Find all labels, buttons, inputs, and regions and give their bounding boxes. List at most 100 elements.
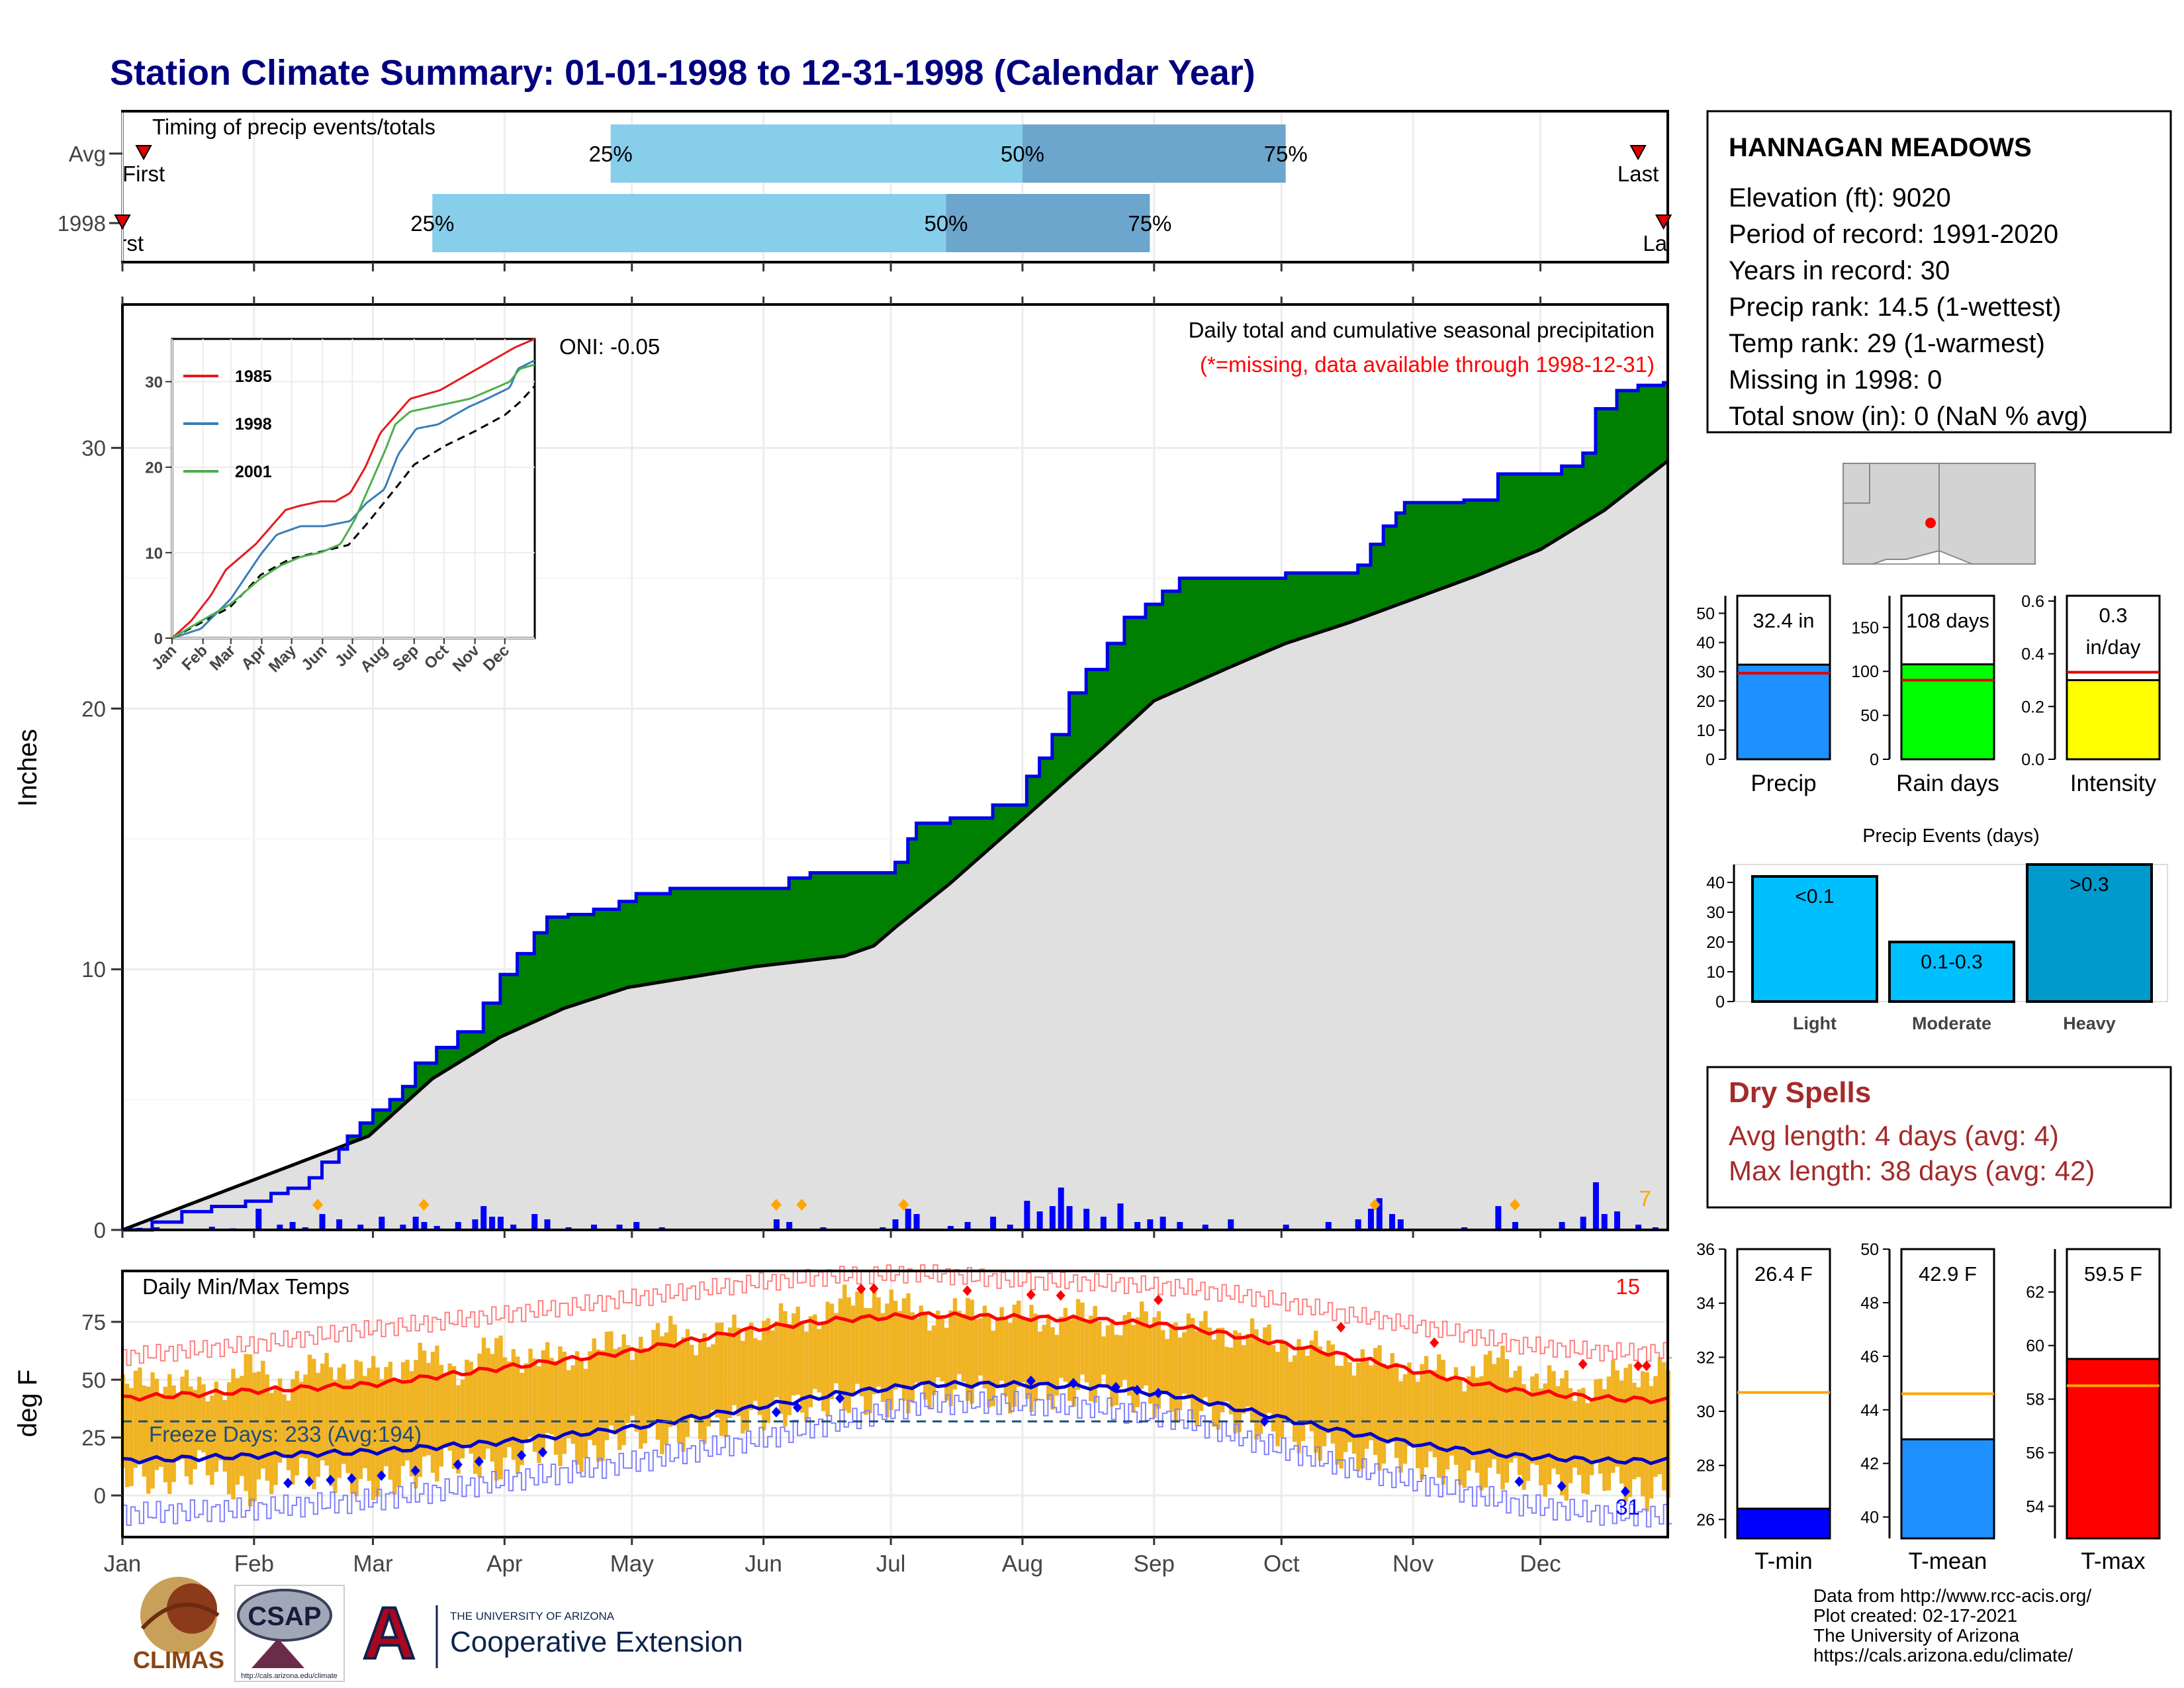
precip-departure-segment bbox=[1247, 577, 1252, 661]
temp-daily-range-bar bbox=[1263, 1327, 1267, 1416]
temp-daily-range-bar bbox=[676, 1342, 682, 1444]
temp-daily-range-bar bbox=[1017, 1300, 1021, 1387]
precip-events-ytick-label: 10 bbox=[1706, 963, 1725, 982]
timing-last-marker bbox=[1655, 214, 1672, 230]
temp-daily-range-bar bbox=[1199, 1321, 1204, 1411]
precip-departure-segment bbox=[1187, 577, 1193, 686]
summary-bar-value bbox=[1736, 663, 1831, 761]
precip-daily-bar bbox=[1495, 1206, 1502, 1230]
precip-departure-segment bbox=[933, 823, 938, 898]
precip-daily-bar bbox=[455, 1222, 461, 1230]
temp-daily-range-bar bbox=[345, 1380, 350, 1474]
temp-daily-range-bar bbox=[1513, 1370, 1518, 1458]
temp-bar-name: T-mean bbox=[1909, 1548, 1987, 1574]
temp-daily-range-bar bbox=[855, 1291, 860, 1384]
temp-daily-range-bar bbox=[766, 1318, 770, 1423]
temp-daily-range-bar bbox=[193, 1389, 197, 1470]
temp-daily-range-bar bbox=[1475, 1378, 1480, 1473]
temp-daily-range-bar bbox=[231, 1368, 236, 1500]
temp-daily-range-bar bbox=[537, 1366, 541, 1464]
month-label: Feb bbox=[234, 1551, 274, 1577]
precip-departure-segment bbox=[1136, 617, 1142, 718]
month-label: Nov bbox=[1392, 1551, 1434, 1577]
temp-daily-range-bar bbox=[320, 1363, 325, 1461]
precip-panel: 0 10 20 30 Inches Daily total and cumulativ… bbox=[13, 297, 1669, 1243]
temp-daily-range-bar bbox=[124, 1383, 130, 1487]
temp-daily-range-bar bbox=[1080, 1302, 1085, 1375]
summary-ytick-label: 0.6 bbox=[2021, 592, 2044, 611]
temp-daily-range-bar bbox=[1479, 1376, 1484, 1491]
precip-daily-bar bbox=[531, 1214, 538, 1230]
precip-daily-bar bbox=[319, 1214, 326, 1230]
precip-daily-bar bbox=[357, 1225, 364, 1230]
precip-departure-segment bbox=[1646, 385, 1651, 479]
precip-departure-segment bbox=[797, 877, 802, 962]
temp-daily-range-bar bbox=[316, 1372, 320, 1477]
inset-series-line bbox=[171, 359, 535, 639]
temp-daily-range-bar bbox=[1126, 1311, 1132, 1396]
precip-departure-segment bbox=[674, 888, 679, 980]
temp-daily-range-bar bbox=[1641, 1371, 1645, 1497]
precip-departure-segment bbox=[521, 953, 526, 1028]
precip-daily-bar bbox=[510, 1225, 517, 1230]
temp-daily-range-bar bbox=[1636, 1387, 1641, 1477]
temp-daily-range-bar bbox=[1453, 1367, 1459, 1465]
precip-departure-segment bbox=[1557, 473, 1563, 540]
temp-daily-range-bar bbox=[1330, 1344, 1336, 1444]
temp-daily-range-bar bbox=[205, 1401, 210, 1476]
precip-departure-segment bbox=[1098, 669, 1104, 753]
precip-daily-bar bbox=[480, 1206, 487, 1230]
temp-daily-range-bar bbox=[447, 1363, 452, 1451]
precip-departure-segment bbox=[1506, 473, 1512, 564]
precip-departure-segment bbox=[1446, 502, 1452, 587]
precip-daily-bar bbox=[905, 1209, 911, 1230]
temp-record-low-marker bbox=[326, 1474, 336, 1485]
precip-departure-segment bbox=[487, 1002, 492, 1046]
precip-ytick-label: 10 bbox=[81, 957, 106, 982]
precip-daily-bar bbox=[773, 1219, 780, 1230]
precip-departure-segment bbox=[1175, 590, 1180, 692]
temp-daily-range-bar bbox=[1619, 1380, 1624, 1484]
temp-daily-range-bar bbox=[1305, 1355, 1310, 1425]
precip-departure-segment bbox=[1285, 573, 1291, 644]
summary-bar-value-label: 32.4 in bbox=[1752, 609, 1814, 632]
temp-record-low-marker bbox=[453, 1459, 463, 1470]
temp-daily-range-bar bbox=[592, 1338, 596, 1446]
temp-daily-range-bar bbox=[1351, 1375, 1357, 1454]
summary-ytick-label: 0.0 bbox=[2021, 751, 2044, 769]
temp-daily-range-bar bbox=[799, 1323, 805, 1413]
precip-departure-segment bbox=[614, 909, 620, 992]
temp-daily-range-bar bbox=[367, 1368, 371, 1481]
month-label: Dec bbox=[1520, 1551, 1561, 1577]
precip-snow-marker bbox=[1369, 1199, 1381, 1211]
ua-small-text: THE UNIVERSITY OF ARIZONA bbox=[450, 1610, 615, 1622]
temp-daily-range-bar bbox=[422, 1350, 427, 1457]
precip-departure-segment bbox=[635, 893, 641, 987]
temp-daily-range-bar bbox=[371, 1356, 376, 1501]
temp-daily-range-bar bbox=[621, 1334, 626, 1446]
temp-daily-range-bar bbox=[834, 1313, 839, 1383]
precip-events-category: Heavy bbox=[2063, 1013, 2116, 1033]
ua-logo: A THE UNIVERSITY OF ARIZONA Cooperative … bbox=[361, 1591, 743, 1675]
precip-daily-bar bbox=[336, 1219, 343, 1230]
precip-departure-segment bbox=[551, 916, 556, 1015]
temp-daily-range-bar bbox=[324, 1352, 329, 1466]
precip-departure-segment bbox=[1103, 669, 1108, 749]
temp-record-low-marker bbox=[1154, 1387, 1163, 1399]
precip-ytick-label: 0 bbox=[94, 1218, 106, 1243]
temp-bar-ytick-label: 28 bbox=[1696, 1457, 1715, 1476]
temp-daily-range-bar bbox=[210, 1395, 214, 1485]
precip-departure-segment bbox=[1523, 473, 1528, 557]
precip-snow-marker bbox=[312, 1199, 324, 1211]
precip-departure-segment bbox=[1128, 617, 1134, 726]
temp-daily-range-bar bbox=[643, 1348, 647, 1444]
temp-daily-range-bar bbox=[574, 1351, 580, 1465]
temp-daily-range-bar bbox=[625, 1345, 631, 1423]
temp-daily-range-bar bbox=[702, 1333, 707, 1444]
precip-departure-segment bbox=[661, 893, 666, 982]
temp-daily-range-bar bbox=[1046, 1314, 1051, 1401]
precip-departure-segment bbox=[1548, 473, 1554, 545]
temp-bar-frame bbox=[1736, 1248, 1831, 1540]
temp-daily-range-bar bbox=[698, 1340, 703, 1440]
timing-p75-label: 75% bbox=[1264, 142, 1308, 166]
